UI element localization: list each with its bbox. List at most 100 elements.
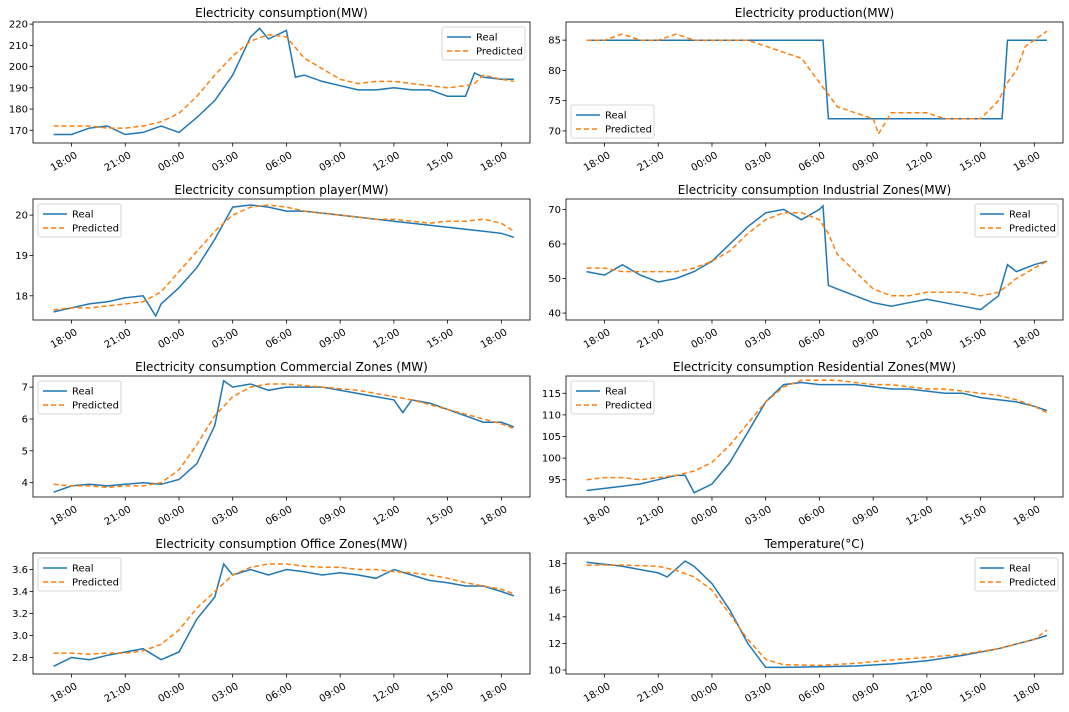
y-tick-label: 95	[548, 475, 561, 486]
y-tick-label: 20	[15, 211, 28, 222]
x-tick-label: 18:00	[582, 681, 612, 705]
axes-frame	[32, 375, 531, 498]
legend-box	[37, 380, 122, 415]
x-tick-label: 03:00	[743, 150, 773, 174]
x-tick-label: 18:00	[1012, 681, 1042, 705]
y-tick-label: 200	[9, 62, 28, 73]
y-tick-label: 180	[9, 105, 28, 116]
series-line-predicted	[586, 379, 1048, 481]
y-tick-label: 220	[9, 20, 28, 31]
series-line-predicted	[586, 564, 1048, 667]
legend: Real Predicted	[441, 26, 526, 61]
legend-label-predicted: Predicted	[605, 125, 652, 136]
x-tick-label: 18:00	[49, 327, 79, 351]
legend-label-real: Real	[72, 387, 94, 398]
x-tick-label: 00:00	[689, 504, 719, 528]
x-tick-label: 09:00	[851, 681, 881, 705]
y-tick-label: 70	[548, 205, 561, 216]
legend-box	[570, 104, 655, 139]
subplot-4: Electricity consumption Industrial Zones…	[548, 183, 1064, 351]
legend-box	[441, 26, 526, 61]
legend: Real Predicted	[974, 557, 1059, 592]
subplot-7: Electricity consumption Office Zones(MW)…	[12, 537, 531, 705]
series-line-real	[586, 560, 1048, 669]
x-tick-label: 21:00	[636, 327, 666, 351]
x-tick-label: 03:00	[210, 327, 240, 351]
y-tick-label: 14	[548, 612, 561, 623]
series-line-real	[53, 562, 515, 667]
y-tick-label: 5	[22, 446, 28, 457]
legend-label-predicted: Predicted	[72, 578, 119, 589]
y-tick-label: 18	[15, 291, 28, 302]
x-tick-label: 06:00	[264, 327, 294, 351]
axes-frame	[32, 198, 531, 321]
subplot-title: Electricity consumption(MW)	[195, 6, 368, 20]
axes-frame	[565, 552, 1064, 675]
series-line-real	[586, 381, 1048, 494]
x-tick-label: 21:00	[103, 327, 133, 351]
x-tick-label: 18:00	[582, 327, 612, 351]
y-tick-label: 75	[548, 96, 561, 107]
axes-frame	[565, 21, 1064, 144]
legend-label-real: Real	[72, 210, 94, 221]
x-tick-label: 18:00	[49, 681, 79, 705]
x-tick-label: 18:00	[49, 504, 79, 528]
x-tick-label: 03:00	[210, 504, 240, 528]
x-tick-label: 15:00	[958, 681, 988, 705]
x-tick-label: 00:00	[689, 327, 719, 351]
legend: Real Predicted	[570, 380, 655, 415]
y-tick-label: 3.4	[12, 587, 28, 598]
y-tick-label: 80	[548, 66, 561, 77]
x-tick-label: 21:00	[103, 504, 133, 528]
series-line-predicted	[53, 383, 515, 489]
legend-box	[570, 380, 655, 415]
subplot-title: Electricity consumption Office Zones(MW)	[155, 537, 407, 551]
legend-box	[974, 203, 1059, 238]
series-line-predicted	[53, 33, 515, 129]
legend-label-predicted: Predicted	[605, 401, 652, 412]
legend-box	[974, 557, 1059, 592]
series-line-real	[53, 379, 515, 493]
y-tick-label: 85	[548, 36, 561, 47]
x-tick-label: 03:00	[210, 150, 240, 174]
legend-label-real: Real	[1009, 210, 1031, 221]
y-tick-label: 3.2	[12, 609, 28, 620]
x-tick-label: 00:00	[689, 681, 719, 705]
x-tick-label: 03:00	[743, 504, 773, 528]
legend-box	[37, 557, 122, 592]
x-tick-label: 15:00	[425, 150, 455, 174]
subplot-3: Electricity consumption player(MW) 18 19 20…	[15, 183, 531, 351]
y-tick-label: 170	[9, 126, 28, 137]
x-tick-label: 00:00	[689, 150, 719, 174]
y-tick-label: 60	[548, 239, 561, 250]
axes-frame	[32, 21, 531, 144]
legend-label-real: Real	[605, 111, 627, 122]
x-tick-label: 15:00	[425, 504, 455, 528]
legend-label-predicted: Predicted	[72, 401, 119, 412]
legend: Real Predicted	[37, 380, 122, 415]
y-tick-label: 70	[548, 126, 561, 137]
x-tick-label: 15:00	[425, 327, 455, 351]
y-tick-label: 4	[22, 478, 28, 489]
y-tick-label: 2.8	[12, 653, 28, 664]
x-tick-label: 09:00	[851, 504, 881, 528]
x-tick-label: 03:00	[210, 681, 240, 705]
x-tick-label: 09:00	[851, 327, 881, 351]
x-tick-label: 06:00	[264, 504, 294, 528]
x-tick-label: 12:00	[904, 150, 934, 174]
subplot-title: Electricity consumption Residential Zone…	[673, 360, 956, 374]
subplot-title: Temperature(°C)	[764, 537, 865, 551]
x-tick-label: 06:00	[797, 504, 827, 528]
x-tick-label: 12:00	[904, 504, 934, 528]
series-line-real	[53, 27, 514, 136]
x-tick-label: 00:00	[156, 504, 186, 528]
x-tick-label: 09:00	[318, 150, 348, 174]
series-line-real	[586, 204, 1048, 311]
legend: Real Predicted	[570, 104, 655, 139]
y-tick-label: 105	[542, 432, 561, 443]
subplot-title: Electricity consumption Commercial Zones…	[135, 360, 428, 374]
x-tick-label: 09:00	[851, 150, 881, 174]
subplot-title: Electricity consumption Industrial Zones…	[678, 183, 951, 197]
x-tick-label: 03:00	[743, 327, 773, 351]
